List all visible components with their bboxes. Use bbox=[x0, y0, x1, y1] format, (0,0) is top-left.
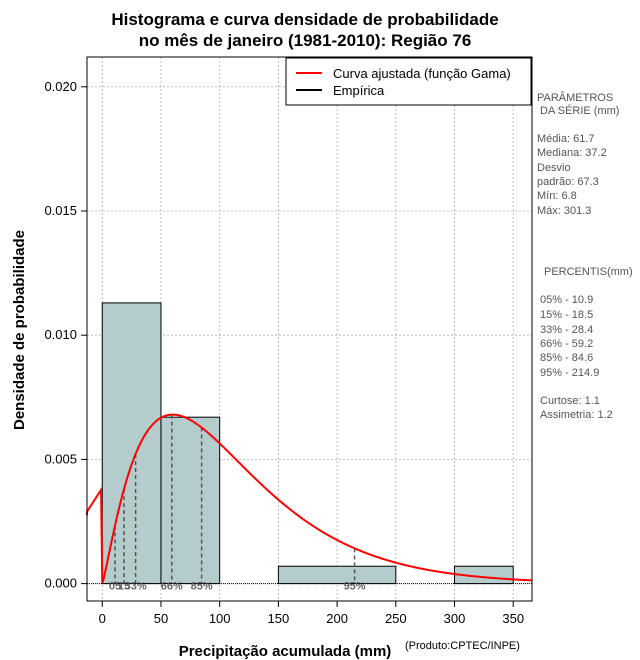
x-tick-label-0: 0 bbox=[99, 611, 106, 626]
x-tick-label-3: 150 bbox=[268, 611, 290, 626]
stat-curtose: Curtose: 1.1 bbox=[540, 395, 600, 407]
x-tick-label-4: 200 bbox=[326, 611, 348, 626]
chart-title-line1: Histograma e curva densidade de probabil… bbox=[111, 10, 498, 29]
x-tick-label-6: 300 bbox=[444, 611, 466, 626]
y-axis-label: Densidade de probabilidade bbox=[11, 230, 28, 430]
percentile-15: 15% - 18.5 bbox=[540, 309, 593, 321]
histogram-bars bbox=[101, 302, 514, 585]
stat-desvio-1: Desvio bbox=[537, 162, 571, 174]
percentile-33: 33% - 28.4 bbox=[540, 324, 593, 336]
tick-labels: 0 50 100 150 200 250 300 350 0.000 0.005 0.010 0.01… bbox=[44, 79, 524, 626]
gamma-curve-layer bbox=[86, 413, 533, 584]
legend: Curva ajustada (função Gama) Empírica bbox=[285, 57, 532, 106]
gamma-fit-curve bbox=[86, 413, 533, 584]
y-tick-label-2: 0.010 bbox=[44, 327, 77, 342]
legend-label-empirical: Empírica bbox=[333, 83, 385, 98]
params-title-2: DA SÉRIE (mm) bbox=[540, 104, 619, 117]
legend-label-curve: Curva ajustada (função Gama) bbox=[333, 66, 511, 81]
x-tick-label-1: 50 bbox=[154, 611, 168, 626]
percentile-05: 05% - 10.9 bbox=[540, 294, 593, 306]
axes bbox=[81, 86, 532, 607]
params-title-1: PARÂMETROS bbox=[537, 91, 613, 104]
x-tick-label-2: 100 bbox=[209, 611, 231, 626]
y-tick-label-1: 0.005 bbox=[44, 451, 77, 466]
y-tick-label-0: 0.000 bbox=[44, 576, 77, 591]
percentile-95: 95% - 214.9 bbox=[540, 367, 599, 379]
percentis-title: PERCENTIS(mm) bbox=[544, 266, 633, 278]
stat-assimetria: Assimetria: 1.2 bbox=[540, 409, 613, 421]
percentile-label-2: 33% bbox=[125, 581, 147, 593]
percentile-label-4: 85% bbox=[191, 581, 213, 593]
y-tick-label-4: 0.020 bbox=[44, 79, 77, 94]
stat-media: Média: 61.7 bbox=[537, 133, 594, 145]
stat-max: Máx: 301.3 bbox=[537, 205, 591, 217]
x-axis-label: Precipitação acumulada (mm) bbox=[179, 643, 392, 660]
stats-panel: PARÂMETROS DA SÉRIE (mm) Média: 61.7 Med… bbox=[537, 91, 633, 421]
percentile-label-5: 95% bbox=[344, 581, 366, 593]
legend-box bbox=[285, 57, 532, 106]
x-tick-label-5: 250 bbox=[385, 611, 407, 626]
chart-title-line2: no mês de janeiro (1981-2010): Região 76 bbox=[139, 31, 472, 50]
percentile-66: 66% - 59.2 bbox=[540, 338, 593, 350]
histogram-bar-1 bbox=[160, 416, 221, 585]
y-tick-label-3: 0.015 bbox=[44, 203, 77, 218]
stat-min: Mín: 6.8 bbox=[537, 190, 577, 202]
percentile-85: 85% - 84.6 bbox=[540, 352, 593, 364]
histogram-bar-2 bbox=[277, 565, 397, 585]
x-tick-label-7: 350 bbox=[502, 611, 524, 626]
stat-mediana: Mediana: 37.2 bbox=[537, 147, 607, 159]
percentile-label-3: 66% bbox=[161, 581, 183, 593]
product-credit: (Produto:CPTEC/INPE) bbox=[405, 640, 520, 652]
stat-desvio-2: padrão: 67.3 bbox=[537, 176, 599, 188]
plot-frame bbox=[86, 56, 533, 602]
